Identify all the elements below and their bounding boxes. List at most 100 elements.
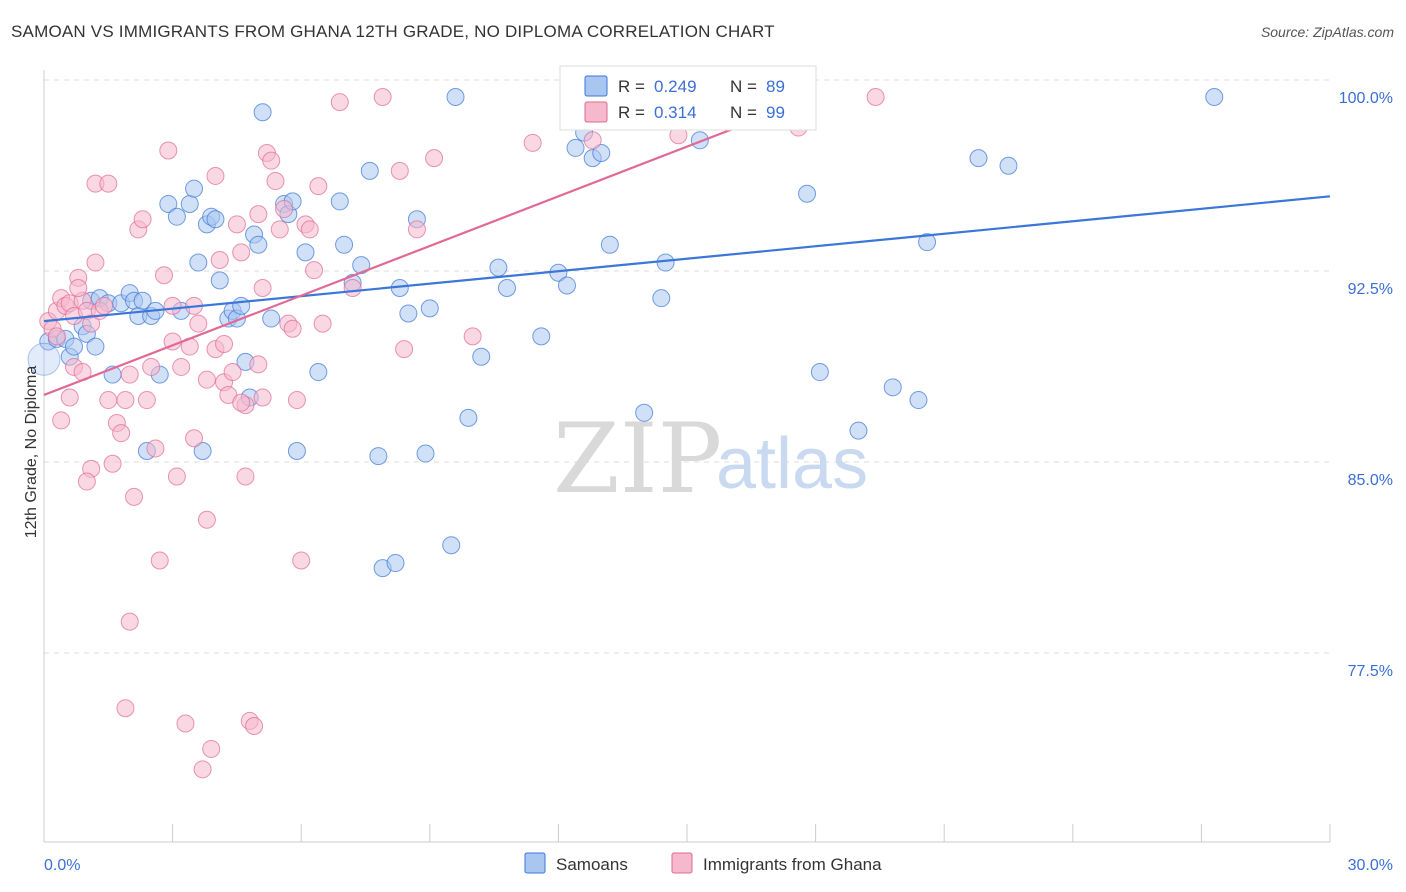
ghana-point <box>103 454 122 473</box>
ghana-point <box>249 205 268 224</box>
samoans-point <box>249 235 268 254</box>
ghana-point <box>146 439 165 458</box>
bottom-legend-label-ghana: Immigrants from Ghana <box>703 855 882 874</box>
ghana-point <box>373 88 392 106</box>
ghana-point <box>193 760 212 779</box>
ghana-point <box>232 393 251 412</box>
x-tick-label: 30.0% <box>1348 857 1393 874</box>
samoans-point <box>1205 88 1224 106</box>
samoans-point <box>883 378 902 397</box>
samoans-point <box>652 289 671 308</box>
ghana-point <box>159 141 178 160</box>
y-axis-title: 12th Grade, No Diploma <box>23 366 40 539</box>
ghana-point <box>283 319 302 338</box>
legend-swatch-samoans <box>584 75 608 97</box>
samoans-point <box>296 243 315 262</box>
samoans-point <box>592 144 611 163</box>
samoans-point <box>557 276 576 295</box>
legend-n-value-samoans: 89 <box>766 77 785 96</box>
samoans-point <box>416 444 435 463</box>
samoans-point <box>65 337 84 356</box>
ghana-point <box>407 220 426 239</box>
samoans-point <box>810 363 829 382</box>
ghana-point <box>206 166 225 185</box>
samoans-point <box>159 194 178 213</box>
samoans-point <box>489 258 508 277</box>
samoans-point <box>532 327 551 346</box>
ghana-point <box>197 510 216 529</box>
ghana-point <box>245 717 264 736</box>
ghana-point <box>343 279 362 297</box>
bottom-legend: Samoans Immigrants from Ghana <box>524 852 882 874</box>
samoans-point <box>635 403 654 422</box>
ghana-point <box>176 714 195 733</box>
legend-n-label: N = <box>730 77 757 96</box>
samoans-point <box>369 447 388 466</box>
ghana-point <box>150 551 169 570</box>
y-tick-labels: 77.5% 85.0% 92.5% 100.0% <box>1339 90 1393 680</box>
legend-n-value-ghana: 99 <box>766 103 785 122</box>
chart-title: SAMOAN VS IMMIGRANTS FROM GHANA 12TH GRA… <box>11 22 775 41</box>
ghana-point <box>275 200 294 219</box>
trendlines <box>43 95 1331 396</box>
samoans-point <box>232 296 251 315</box>
samoans-point <box>849 421 868 440</box>
samoans-point <box>798 184 817 203</box>
samoans-point <box>180 194 199 213</box>
ghana-point <box>232 243 251 262</box>
samoans-point <box>472 347 491 366</box>
ghana-point <box>287 391 306 410</box>
top-legend: R = 0.249 N = 89 R = 0.314 N = 99 <box>559 65 817 131</box>
ghana-point <box>390 161 409 180</box>
ghana-point <box>189 314 208 333</box>
ghana-point <box>253 279 272 297</box>
legend-r-value-ghana: 0.314 <box>654 103 697 122</box>
ghana-point <box>112 424 131 443</box>
ghana-point <box>395 340 414 359</box>
samoans-point <box>206 210 225 229</box>
x-tick-label: 0.0% <box>44 857 80 874</box>
y-tick-label: 92.5% <box>1348 281 1393 298</box>
x-tick-labels: 0.0% 30.0% <box>44 857 1393 874</box>
legend-swatch-ghana <box>584 101 608 123</box>
ghana-point <box>155 266 174 285</box>
bottom-legend-swatch-samoans <box>524 852 546 874</box>
ghana-point <box>47 327 66 346</box>
ghana-point <box>116 391 135 410</box>
samoans-point <box>210 271 229 290</box>
samoans-point <box>309 363 328 382</box>
ghana-point <box>523 133 542 152</box>
ghana-point <box>99 391 118 410</box>
samoans-point <box>999 156 1018 175</box>
samoans-point <box>287 441 306 460</box>
samoans-point <box>335 235 354 254</box>
legend-n-label: N = <box>730 103 757 122</box>
samoans-point <box>86 337 105 356</box>
watermark-zip: ZIP <box>553 403 722 515</box>
ghana-point <box>142 357 161 376</box>
ghana-point <box>120 365 139 384</box>
ghana-point <box>77 472 96 491</box>
y-tick-label: 85.0% <box>1348 472 1393 489</box>
samoans-point <box>193 441 212 460</box>
samoans-point <box>185 179 204 198</box>
ghana-point <box>99 174 118 193</box>
y-tick-label: 100.0% <box>1339 90 1393 107</box>
samoans-point <box>386 554 405 573</box>
ghana-point <box>69 279 88 297</box>
ghana-point <box>125 487 144 506</box>
ghana-point <box>172 357 191 376</box>
samoans-point <box>969 149 988 168</box>
ghana-point <box>330 93 349 112</box>
samoans-point <box>459 408 478 427</box>
ghana-point <box>86 253 105 272</box>
ghana-point <box>313 314 332 333</box>
samoans-point <box>442 536 461 555</box>
ghana-point <box>253 388 272 407</box>
samoans-point <box>360 161 379 180</box>
ghana-point <box>305 261 324 280</box>
ghana-point <box>262 151 281 170</box>
legend-r-value-samoans: 0.249 <box>654 77 697 96</box>
ghana-point <box>292 551 311 570</box>
